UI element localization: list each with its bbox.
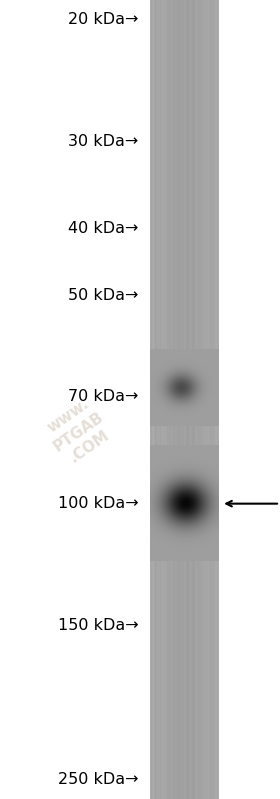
Text: 70 kDa→: 70 kDa→	[68, 389, 139, 404]
Text: 150 kDa→: 150 kDa→	[58, 618, 139, 633]
Text: 50 kDa→: 50 kDa→	[68, 288, 139, 303]
Text: 250 kDa→: 250 kDa→	[58, 772, 139, 786]
Text: 20 kDa→: 20 kDa→	[68, 13, 139, 27]
Text: 30 kDa→: 30 kDa→	[68, 134, 139, 149]
Text: www.
PTGAB
.COM: www. PTGAB .COM	[40, 394, 117, 469]
Text: 40 kDa→: 40 kDa→	[68, 221, 139, 236]
Text: 100 kDa→: 100 kDa→	[58, 496, 139, 511]
